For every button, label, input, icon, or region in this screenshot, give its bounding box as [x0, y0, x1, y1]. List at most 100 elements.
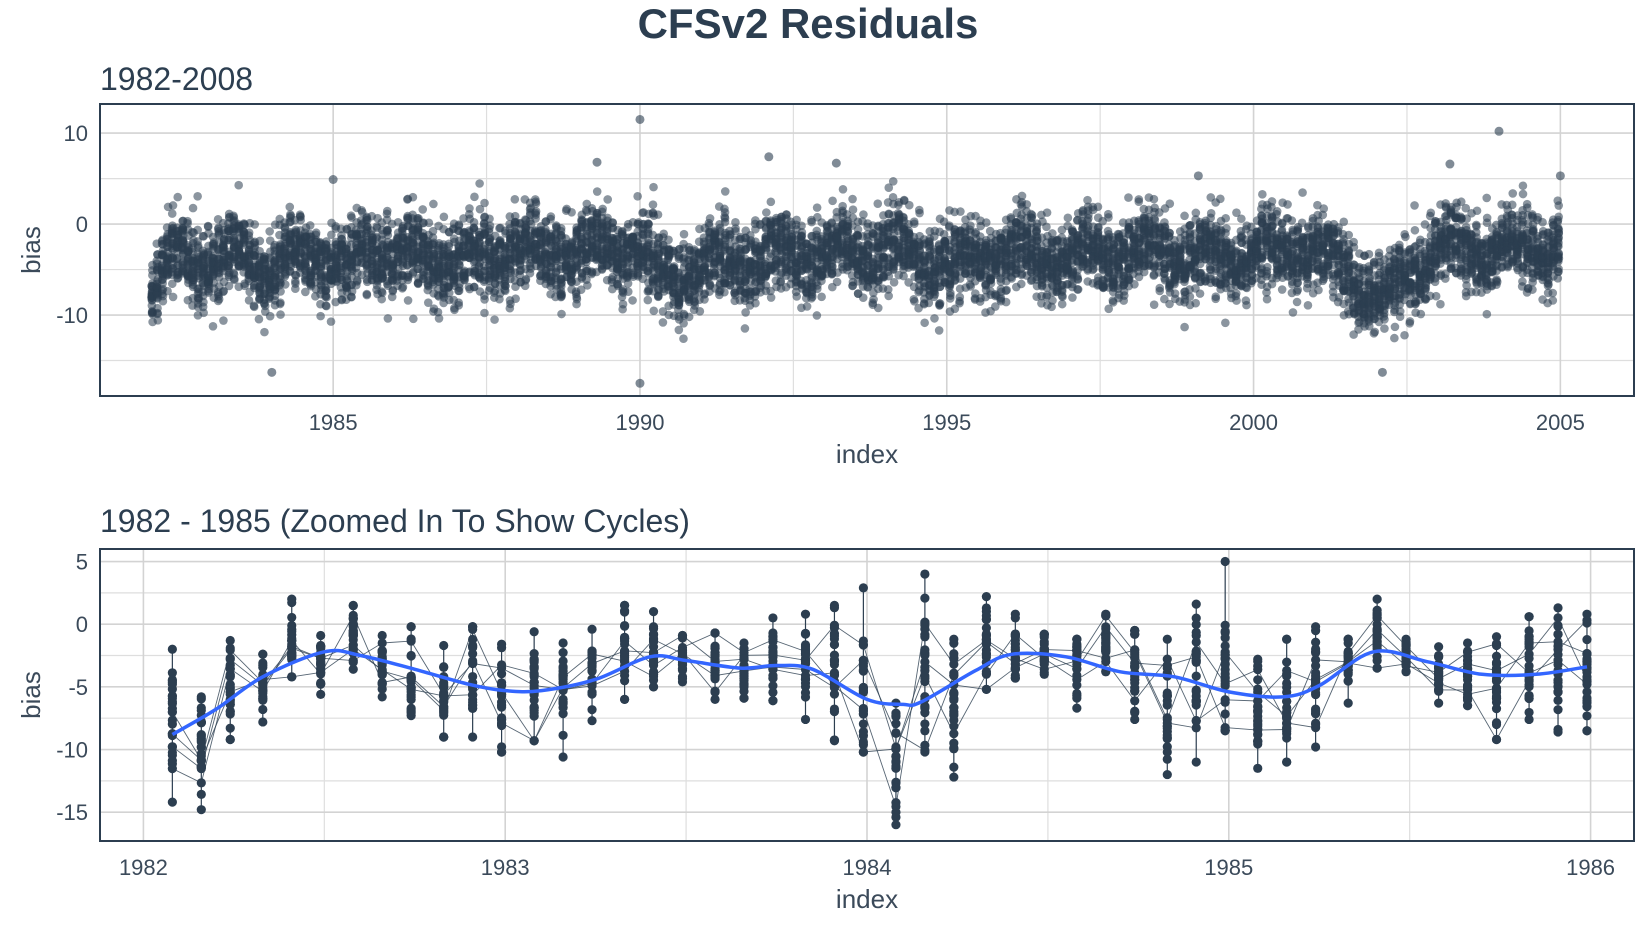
- data-point: [244, 231, 254, 240]
- data-point: [305, 221, 315, 230]
- data-point: [168, 201, 178, 210]
- data-point: [183, 216, 192, 226]
- data-point: [444, 288, 454, 298]
- data-point: [285, 202, 295, 212]
- data-point: [1042, 208, 1052, 217]
- data-point: [296, 215, 305, 225]
- data-point: [408, 192, 418, 202]
- data-point: [781, 210, 791, 219]
- data-point: [234, 180, 243, 190]
- top-panel-title: 1982-2008: [100, 61, 253, 97]
- data-point: [828, 196, 837, 206]
- data-point: [501, 281, 510, 291]
- data-point: [229, 213, 239, 222]
- data-point: [357, 206, 366, 215]
- data-point: [521, 276, 530, 285]
- data-point: [255, 236, 265, 246]
- data-point: [480, 198, 489, 208]
- data-point: [1001, 286, 1011, 295]
- figure-title: CFSv2 Residuals: [638, 0, 979, 47]
- data-point: [909, 294, 919, 304]
- data-point: [531, 199, 541, 208]
- data-point: [250, 220, 260, 229]
- data-point: [322, 237, 331, 246]
- data-point: [556, 286, 566, 296]
- data-point: [557, 309, 566, 319]
- data-point: [934, 326, 944, 335]
- data-point: [424, 218, 434, 228]
- data-point: [648, 200, 658, 209]
- data-point: [797, 221, 806, 231]
- data-point: [797, 232, 806, 241]
- data-point: [347, 292, 356, 302]
- data-point: [679, 229, 689, 239]
- data-point: [1017, 191, 1027, 201]
- data-point: [567, 207, 576, 217]
- data-point: [249, 302, 259, 312]
- data-point: [208, 322, 218, 331]
- data-point: [832, 277, 842, 287]
- data-point: [409, 314, 418, 324]
- data-point: [1016, 279, 1026, 289]
- data-point: [679, 334, 688, 344]
- data-point: [316, 311, 325, 321]
- data-point: [230, 275, 239, 285]
- data-point: [454, 286, 464, 296]
- data-point: [649, 182, 658, 192]
- data-point: [1001, 297, 1011, 307]
- data-point: [664, 235, 673, 245]
- data-point: [956, 207, 965, 216]
- data-point: [802, 302, 812, 311]
- data-point: [203, 222, 213, 231]
- data-point: [592, 187, 602, 196]
- data-point: [403, 296, 413, 305]
- data-point: [873, 199, 883, 208]
- data-point: [618, 304, 627, 314]
- data-point: [700, 295, 709, 304]
- data-point: [920, 318, 929, 328]
- data-point: [254, 314, 264, 324]
- data-point: [199, 297, 208, 307]
- data-point: [398, 226, 407, 236]
- data-point: [383, 314, 393, 323]
- data-point: [167, 279, 177, 289]
- data-point: [884, 291, 893, 301]
- data-point: [362, 290, 372, 300]
- data-point: [470, 192, 479, 202]
- data-point: [1026, 209, 1036, 219]
- data-point: [792, 292, 802, 301]
- data-point: [766, 197, 776, 207]
- data-point: [327, 230, 336, 240]
- data-point: [955, 298, 964, 308]
- data-point: [465, 204, 474, 213]
- data-point: [628, 296, 637, 305]
- data-point: [858, 293, 868, 302]
- data-point: [510, 194, 520, 204]
- data-point: [167, 209, 177, 218]
- data-point: [193, 225, 202, 235]
- data-point: [623, 287, 633, 296]
- data-point: [382, 225, 392, 235]
- data-point: [168, 292, 178, 302]
- data-point: [218, 287, 228, 297]
- data-point: [510, 211, 520, 221]
- data-point: [326, 317, 336, 326]
- data-point: [909, 217, 919, 226]
- data-point: [658, 318, 668, 327]
- data-point: [193, 191, 202, 201]
- data-point: [731, 224, 740, 233]
- data-point: [889, 278, 899, 287]
- data-point: [915, 208, 924, 218]
- data-point: [946, 291, 955, 300]
- data-point: [695, 306, 705, 316]
- data-point: [346, 211, 356, 220]
- data-point: [653, 210, 663, 219]
- data-point: [740, 324, 750, 333]
- data-point: [608, 218, 617, 227]
- data-point: [224, 281, 234, 291]
- data-point: [705, 214, 715, 223]
- data-point: [930, 290, 940, 299]
- data-point: [644, 220, 653, 229]
- data-point: [720, 212, 729, 222]
